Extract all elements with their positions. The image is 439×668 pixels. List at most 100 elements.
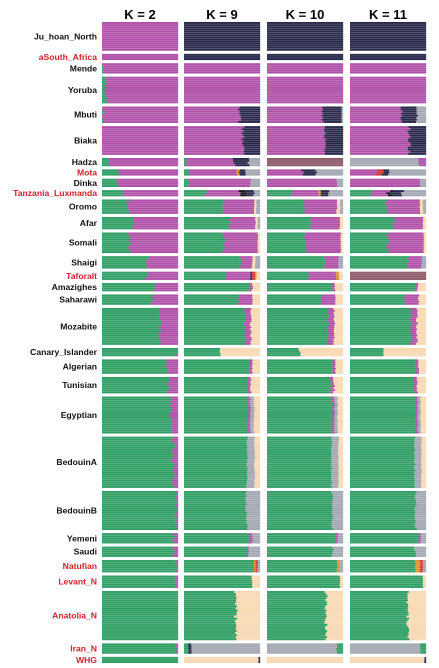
segment-navy xyxy=(188,651,192,654)
segment-grey xyxy=(267,647,337,650)
segment-green xyxy=(184,225,229,228)
segment-green xyxy=(102,605,179,608)
segment-magenta xyxy=(177,523,179,526)
segment-magenta xyxy=(175,475,179,478)
pop-label-yoruba: Yoruba xyxy=(68,85,97,95)
segment-navy xyxy=(408,152,427,155)
segment-peach xyxy=(252,579,261,582)
segment-grey xyxy=(250,398,255,401)
segment-grey xyxy=(414,453,422,456)
block-hadza-k11 xyxy=(350,157,427,167)
segment-green xyxy=(102,363,167,366)
segment-black xyxy=(238,190,246,193)
segment-magenta xyxy=(171,429,179,432)
segment-green xyxy=(102,110,105,113)
segment-navy xyxy=(321,118,342,121)
block-mende-k9 xyxy=(184,63,261,74)
segment-peach xyxy=(409,627,427,631)
segment-peach xyxy=(418,363,427,366)
segment-grey xyxy=(248,157,261,161)
segment-magenta xyxy=(412,314,418,317)
segment-magenta xyxy=(330,383,335,386)
segment-magenta xyxy=(350,95,427,98)
segment-magenta xyxy=(330,391,334,394)
segment-navy xyxy=(267,42,344,45)
segment-grey xyxy=(333,396,338,399)
segment-magenta xyxy=(410,342,416,345)
segment-peach xyxy=(325,619,344,622)
segment-grey xyxy=(339,203,344,206)
segment-green xyxy=(102,88,105,92)
segment-navy xyxy=(325,146,344,149)
segment-magenta xyxy=(331,385,336,388)
segment-green xyxy=(267,515,334,518)
segment-green xyxy=(102,465,175,468)
segment-magenta xyxy=(320,302,336,305)
segment-magenta xyxy=(245,332,252,335)
segment-magenta xyxy=(267,114,322,117)
segment-magenta xyxy=(184,106,240,109)
segment-green xyxy=(350,209,389,212)
segment-navy xyxy=(393,190,404,193)
segment-green xyxy=(102,296,153,299)
segment-grey xyxy=(250,414,255,418)
segment-green xyxy=(350,503,417,506)
segment-green xyxy=(267,363,333,366)
pop-label-anatolia-n: Anatolia_N xyxy=(52,611,97,621)
segment-navy xyxy=(424,658,427,661)
segment-magenta xyxy=(129,238,179,241)
segment-green xyxy=(350,260,410,263)
segment-magenta xyxy=(102,136,179,139)
segment-grey xyxy=(423,562,427,565)
segment-navy xyxy=(246,192,255,195)
segment-navy xyxy=(350,42,427,45)
segment-magenta xyxy=(168,414,179,418)
segment-grey xyxy=(414,509,427,512)
segment-green xyxy=(267,211,305,214)
segment-green xyxy=(184,232,223,235)
segment-magenta xyxy=(158,309,179,313)
segment-peach xyxy=(327,595,344,598)
segment-peach xyxy=(340,246,344,249)
segment-grey xyxy=(337,184,344,187)
segment-magenta xyxy=(184,71,261,74)
segment-navy xyxy=(400,116,417,119)
segment-green xyxy=(184,298,239,301)
segment-green xyxy=(267,221,311,224)
segment-magenta xyxy=(393,225,424,228)
segment-magenta xyxy=(172,457,179,460)
segment-green xyxy=(350,309,412,313)
segment-green xyxy=(267,429,333,432)
block-saharawi-k10 xyxy=(267,294,344,305)
segment-green xyxy=(267,421,332,424)
block-egyptian-k10 xyxy=(267,396,344,434)
segment-green xyxy=(102,585,176,588)
segment-grey xyxy=(415,493,427,496)
segment-grey xyxy=(332,442,339,445)
segment-green xyxy=(102,419,172,422)
segment-magenta xyxy=(414,398,418,401)
segment-green xyxy=(267,376,331,380)
segment-peach xyxy=(236,599,261,602)
segment-green xyxy=(102,638,179,641)
segment-green xyxy=(184,647,189,650)
segment-green xyxy=(267,371,333,374)
segment-green xyxy=(184,515,247,518)
segment-green xyxy=(267,560,338,563)
segment-magenta xyxy=(223,242,258,245)
segment-green xyxy=(102,86,108,90)
segment-orange xyxy=(336,570,341,573)
segment-peach xyxy=(417,296,427,299)
segment-magenta xyxy=(305,246,341,249)
segment-magenta xyxy=(159,342,179,345)
segment-magenta xyxy=(223,248,258,251)
segment-peach xyxy=(337,414,344,418)
segment-green xyxy=(102,457,173,460)
segment-magenta xyxy=(173,473,179,476)
segment-green xyxy=(267,410,333,413)
segment-grey xyxy=(339,209,344,212)
segment-green xyxy=(267,359,333,362)
segment-green xyxy=(350,535,420,538)
segment-magenta xyxy=(184,86,261,90)
segment-magenta xyxy=(248,533,252,536)
